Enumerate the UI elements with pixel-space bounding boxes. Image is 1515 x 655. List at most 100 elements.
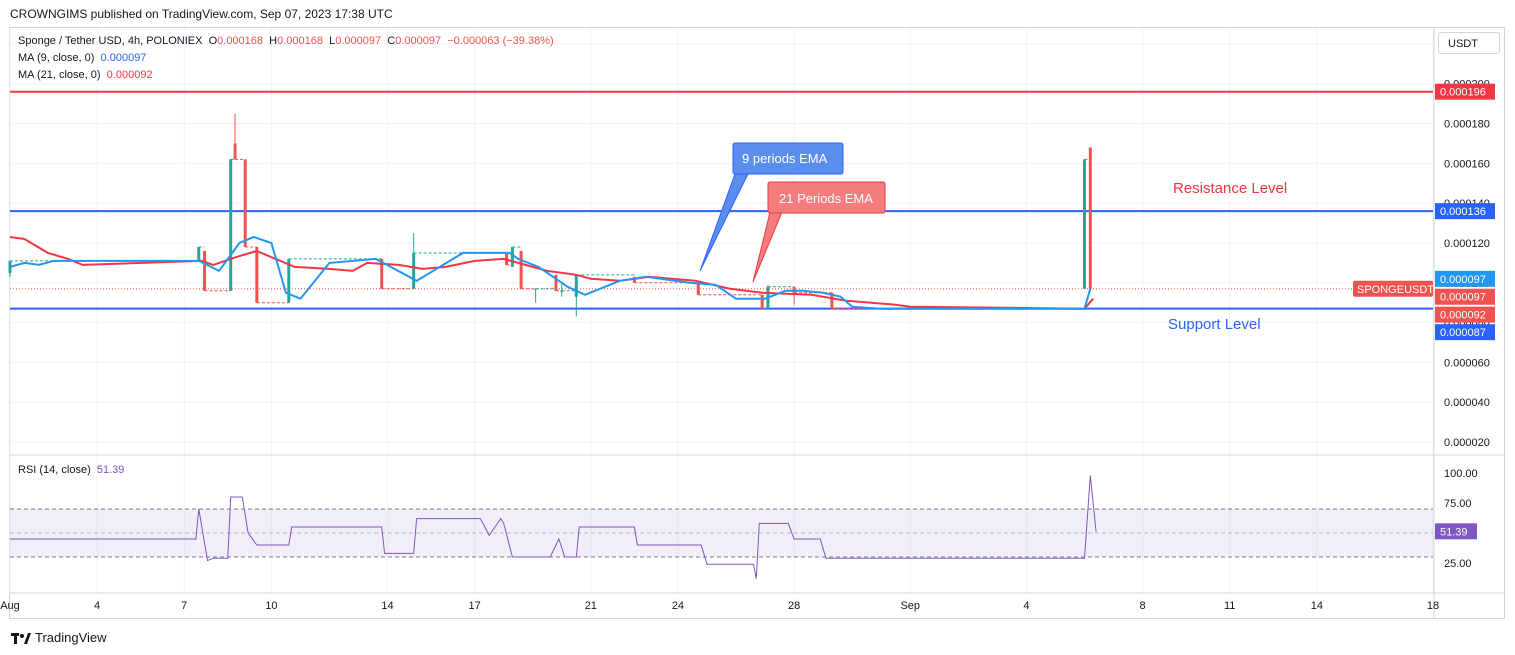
ma9-tag-bg: [1435, 270, 1495, 287]
low-label: L: [329, 35, 336, 47]
time-tick-label: 24: [672, 600, 684, 612]
time-tick-label: Sep: [900, 600, 920, 612]
ema21-callout-box: [767, 181, 886, 214]
time-tick-label: 14: [381, 600, 393, 612]
time-tick-label: 8: [1140, 600, 1146, 612]
candle-body: [287, 258, 291, 303]
callouts: 9 periods EMA 21 Periods EMA: [699, 142, 886, 283]
resistance-label: Resistance Level: [1173, 180, 1288, 197]
ema9-callout-text: 9 periods EMA: [742, 151, 828, 166]
ema21-callout-pointer: [752, 211, 783, 283]
price-tick-label: 0.000020: [1444, 437, 1490, 449]
candle-body: [203, 250, 207, 291]
tradingview-brand: TradingView: [35, 630, 107, 645]
symbol-tag-bg: [1353, 280, 1433, 297]
open-label: O: [208, 35, 218, 47]
tradingview-logo[interactable]: TradingView: [11, 630, 107, 645]
time-tick-label: 14: [1311, 600, 1323, 612]
candle-body: [792, 286, 796, 293]
candle-body: [554, 274, 558, 291]
rsi-tag: 51.39: [1440, 526, 1468, 538]
rsi-tick-label: 25.00: [1444, 558, 1472, 570]
ma21-tag: 0.000092: [1440, 310, 1486, 322]
high-label: H: [269, 35, 278, 47]
time-tick-label: 21: [585, 600, 597, 612]
candle-body: [243, 159, 247, 247]
candle-body: [510, 246, 514, 267]
candle-body: [830, 292, 834, 309]
price-tick-label: 0.000180: [1444, 119, 1490, 131]
ma9-tag: 0.000097: [1440, 274, 1486, 286]
time-tick-label: 4: [94, 600, 100, 612]
candle-body: [574, 274, 578, 297]
rsi-value: 51.39: [96, 464, 125, 476]
ma21-value: 0.000092: [106, 69, 153, 81]
currency-button[interactable]: USDT: [1438, 32, 1500, 54]
publish-header: CROWNGIMS published on TradingView.com, …: [10, 7, 393, 21]
candle-body: [229, 159, 233, 291]
last-price-tag-bg: [1435, 288, 1495, 305]
grid: [9, 28, 1505, 619]
low-value: 0.000097: [335, 35, 382, 47]
symbol-tag: SPONGEUSDT: [1357, 284, 1434, 296]
candle-body: [255, 246, 259, 303]
support-label: Support Level: [1168, 316, 1261, 333]
candle-body: [632, 276, 636, 283]
candle-body: [760, 294, 764, 309]
resistance-blue-tag-bg: [1435, 203, 1495, 220]
resistance-tag-bg: [1435, 83, 1495, 100]
time-tick-label: 11: [1224, 600, 1235, 612]
time-tick-label: 7: [181, 600, 187, 612]
time-axis: Aug 4 7 10 14 17 21 24 28 Sep 4 8 11 14 18: [0, 600, 1439, 612]
rsi-tag-bg: [1435, 523, 1477, 540]
open-value: 0.000168: [217, 35, 264, 47]
change-value: −0.000063 (−39.38%): [447, 35, 554, 47]
time-tick-label: 17: [469, 600, 481, 612]
candle-body: [1083, 159, 1087, 289]
rsi-label: RSI (14, close): [18, 464, 91, 476]
last-price-tag: 0.000097: [1440, 292, 1486, 304]
time-tick-label: 4: [1023, 600, 1029, 612]
ema9-callout-pointer: [699, 173, 749, 272]
resistance-blue-tag: 0.000136: [1440, 206, 1486, 218]
candle-body: [696, 282, 700, 295]
ema21-callout-text: 21 Periods EMA: [779, 191, 873, 206]
support-tag: 0.000087: [1440, 327, 1486, 339]
candles: [8, 113, 1092, 317]
ma21-line: [9, 236, 1094, 310]
ma21-legend: MA (21, close, 0) 0.000092: [18, 69, 153, 81]
ma9-line: [9, 235, 1092, 310]
time-tick-label: Aug: [0, 600, 20, 612]
ma9-label: MA (9, close, 0): [18, 52, 95, 64]
ema9-callout-box: [732, 142, 844, 175]
symbol-legend: Sponge / Tether USD, 4h, POLONIEX O0.000…: [18, 35, 554, 47]
price-tick-label: 0.000060: [1444, 357, 1490, 369]
rsi-pane: [10, 475, 1433, 579]
candle-body: [519, 250, 523, 289]
rsi-tick-label: 100.00: [1444, 468, 1478, 480]
rsi-tick-label: 75.00: [1444, 498, 1472, 510]
time-tick-label: 10: [265, 600, 277, 612]
rsi-legend: RSI (14, close) 51.39: [18, 464, 124, 476]
ma9-value: 0.000097: [100, 52, 147, 64]
support-tag-bg: [1435, 324, 1495, 341]
price-tick-label: 0.000040: [1444, 397, 1490, 409]
horizontal-levels: [10, 90, 1433, 310]
resistance-tag: 0.000196: [1440, 87, 1486, 99]
time-tick-label: 28: [788, 600, 800, 612]
high-value: 0.000168: [277, 35, 323, 47]
tradingview-logo-icon: [11, 632, 31, 644]
candle-body: [197, 246, 201, 261]
close-value: 0.000097: [395, 35, 442, 47]
moving-averages: [9, 235, 1094, 310]
candle-body: [1088, 147, 1092, 289]
candle-body: [380, 258, 384, 289]
price-tags: 0.000196 0.000136 0.000097 0.000097 0.000092…: [1353, 83, 1495, 540]
rsi-line: [10, 475, 1097, 579]
candle-body: [233, 143, 237, 160]
candle-body: [412, 252, 416, 289]
ma21-label: MA (21, close, 0): [18, 69, 101, 81]
symbol-label: Sponge / Tether USD, 4h, POLONIEX: [18, 35, 203, 47]
ma21-tag-bg: [1435, 306, 1495, 323]
